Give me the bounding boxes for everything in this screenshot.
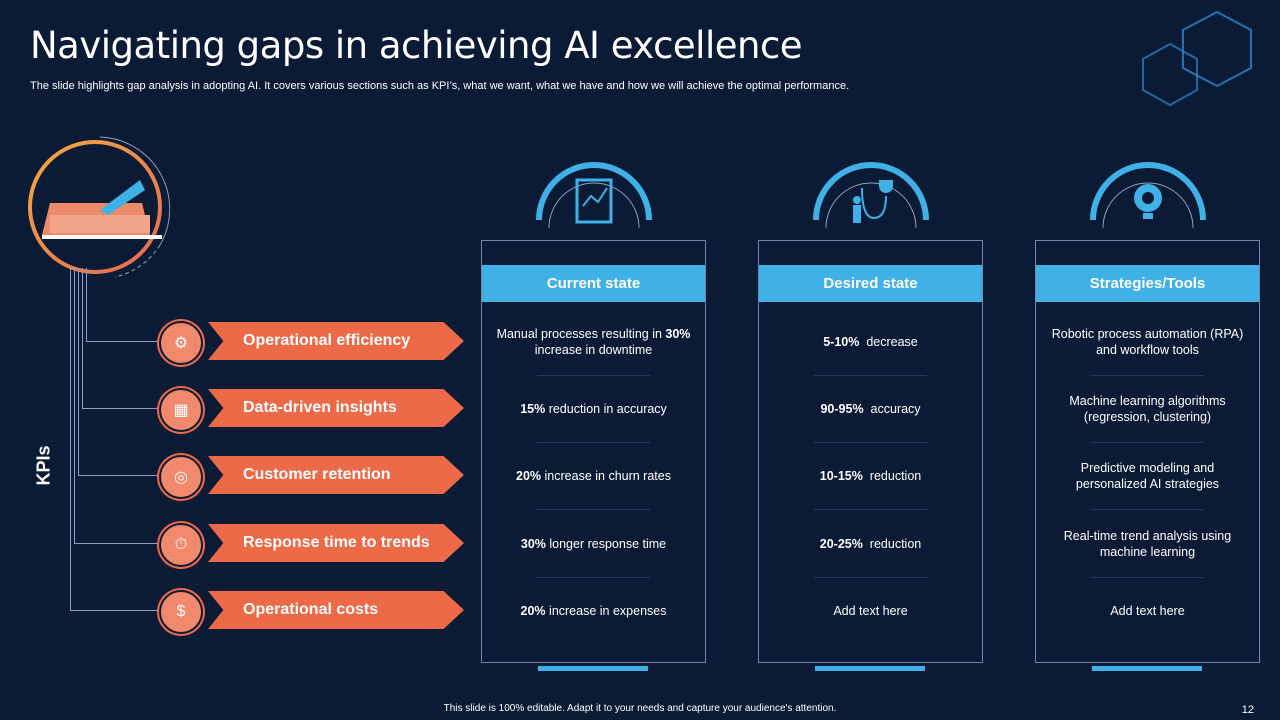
table-cell: 15% reduction in accuracy — [520, 402, 667, 416]
footer-note: This slide is 100% editable. Adapt it to… — [443, 703, 837, 714]
gap-illustration-icon — [28, 136, 170, 278]
accent-bar — [815, 666, 925, 671]
table-cell: Add text here — [833, 604, 908, 618]
retention-icon: ◎ — [159, 455, 203, 499]
column-0: Current state Manual processes resulting … — [481, 240, 706, 663]
table-cell: 20-25% reduction — [819, 537, 922, 551]
gear-lightbulb-icon — [1090, 162, 1206, 228]
table-cell: 5-10% decrease — [823, 335, 918, 349]
table-cell: Machine learning algorithms (regression,… — [1069, 394, 1230, 424]
slide-title: Navigating gaps in achieving AI excellen… — [30, 24, 803, 67]
kpis-label: KPIs — [33, 445, 54, 486]
costs-icon: $ — [159, 590, 203, 634]
column-header: Strategies/Tools — [1036, 265, 1259, 302]
kpi-4: Operational costs — [208, 591, 464, 629]
table-cell: 10-15% reduction — [819, 469, 922, 483]
table-cell: Add text here — [1110, 604, 1185, 618]
column-1: Desired state 5-10% decrease 90-95% accura… — [758, 240, 983, 663]
column-header: Current state — [482, 265, 705, 302]
kpi-3: Response time to trends — [208, 524, 464, 562]
response-time-icon: ⏱ — [159, 523, 203, 567]
kpi-0: Operational efficiency — [208, 322, 464, 360]
table-cell: Robotic process automation (RPA) and wor… — [1051, 327, 1247, 357]
column-2: Strategies/Tools Robotic process automati… — [1035, 240, 1260, 663]
slide-subtitle: The slide highlights gap analysis in ado… — [30, 80, 850, 92]
table-cell: Real-time trend analysis using machine l… — [1063, 529, 1235, 559]
table-cell: Manual processes resulting in 30% increa… — [496, 327, 694, 357]
insights-icon: ▦ — [159, 388, 203, 432]
table-cell: Predictive modeling and personalized AI … — [1075, 461, 1220, 491]
table-cell: 30% longer response time — [520, 537, 667, 551]
accent-bar — [538, 666, 648, 671]
person-trophy-path-icon — [813, 162, 929, 228]
page-number: 12 — [1241, 704, 1254, 716]
kpi-2: Customer retention — [208, 456, 464, 494]
hexagon-decoration-icon — [1142, 10, 1252, 107]
kpi-1: Data-driven insights — [208, 389, 464, 427]
accent-bar — [1092, 666, 1202, 671]
efficiency-icon: ⚙ — [159, 321, 203, 365]
report-chart-icon — [536, 162, 652, 228]
column-header: Desired state — [759, 265, 982, 302]
table-cell: 90-95% accuracy — [820, 402, 921, 416]
table-cell: 20% increase in churn rates — [516, 469, 671, 483]
table-cell: 20% increase in expenses — [520, 604, 667, 618]
